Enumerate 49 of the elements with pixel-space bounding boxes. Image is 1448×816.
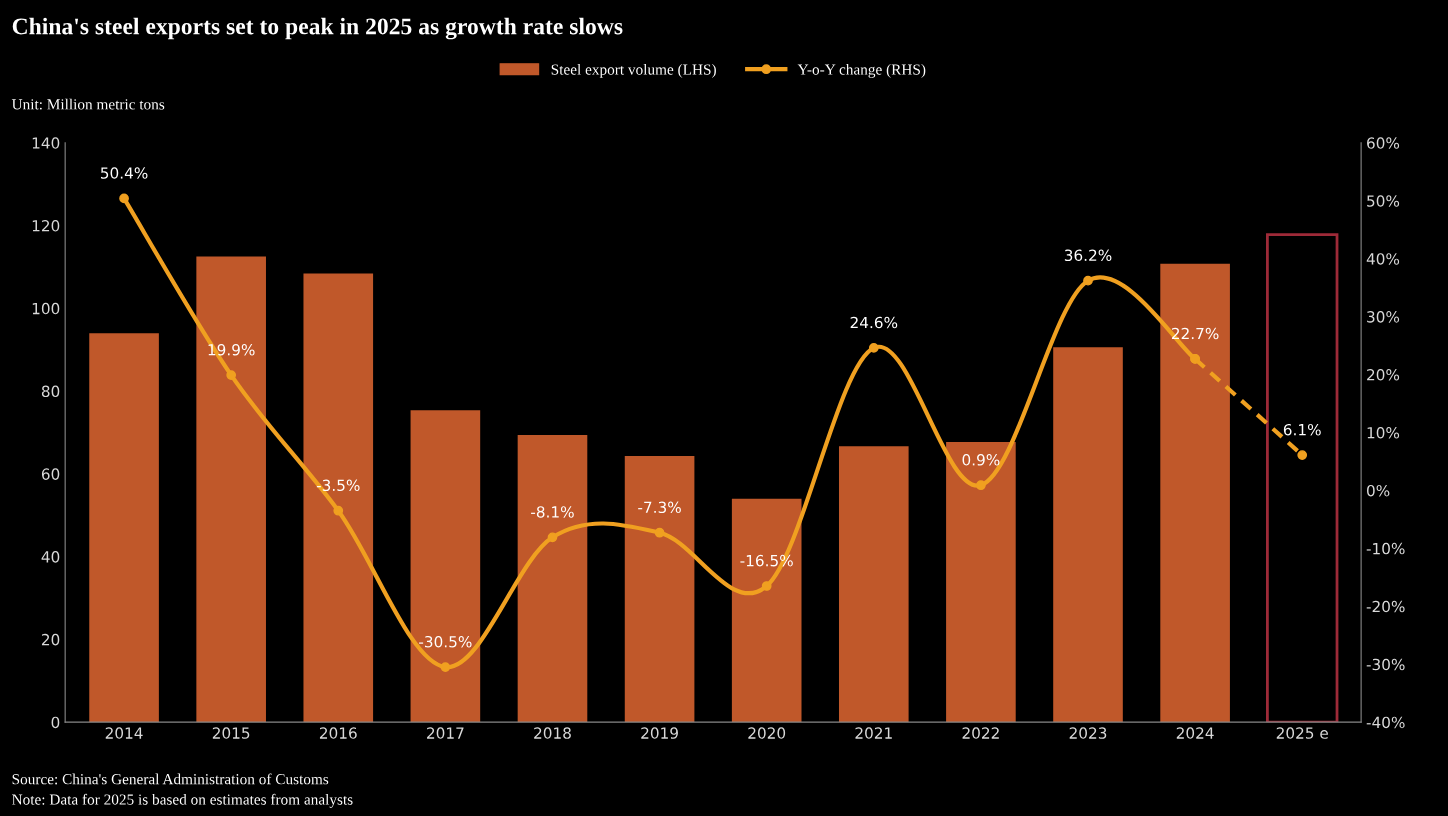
data-label: 19.9% — [208, 343, 255, 356]
y2-tick-label: 20% — [1367, 369, 1400, 381]
y-tick-label: 140 — [32, 137, 60, 149]
legend-label: Steel export volume (LHS) — [551, 63, 716, 78]
y-tick-label: 0 — [51, 716, 60, 729]
y2-tick-label: -10% — [1366, 542, 1405, 555]
y2-tick-label: 50% — [1367, 195, 1400, 207]
text: Unit: Million metric tons — [11, 98, 165, 110]
y-tick-label: 100 — [32, 302, 60, 315]
x-tick-label: 2025 e — [1276, 727, 1328, 739]
y2-tick-label: 40% — [1366, 253, 1400, 265]
data-label: 22.7% — [1171, 327, 1219, 340]
y2-tick-label: 0% — [1366, 484, 1390, 497]
y-tick-label: 120 — [32, 220, 60, 232]
y-tick-label: 80 — [41, 385, 60, 398]
x-tick-label: 2024 — [1176, 727, 1214, 739]
y-tick-label: 60 — [41, 468, 60, 480]
x-tick-label: 2020 — [748, 727, 786, 739]
x-tick-label: 2014 — [105, 727, 143, 739]
data-label: 50.4% — [100, 167, 148, 179]
legend-label: Y-o-Y change (RHS) — [797, 63, 926, 78]
y-tick-label: 20 — [41, 633, 60, 646]
text: Note: Data for 2025 is based on estimates from analysts — [12, 793, 353, 808]
data-label: 36.2% — [1064, 249, 1112, 262]
y2-tick-label: -20% — [1366, 600, 1405, 613]
data-label: -30.5% — [419, 635, 472, 648]
data-label: -7.3% — [638, 501, 681, 514]
x-tick-label: 2017 — [427, 727, 464, 739]
source-note: Source: China's General Administration of Customs — [12, 773, 329, 785]
data-label: 24.6% — [850, 316, 898, 329]
y2-tick-label: 10% — [1367, 426, 1400, 439]
y2-tick-label: 60% — [1367, 137, 1400, 149]
x-tick-label: 2021 — [855, 727, 892, 739]
data-label: -8.1% — [531, 506, 574, 518]
y2-tick-label: 30% — [1367, 311, 1400, 323]
x-tick-label: 2016 — [319, 727, 357, 739]
y2-tick-label: -40% — [1366, 716, 1405, 729]
x-tick-label: 2018 — [534, 727, 571, 739]
data-label: -16.5% — [740, 554, 793, 567]
x-tick-label: 2023 — [1069, 727, 1107, 739]
data-label: 0.9% — [962, 454, 1000, 466]
x-tick-label: 2022 — [962, 727, 999, 739]
data-label: 6.1% — [1283, 423, 1321, 436]
data-label: -3.5% — [316, 479, 360, 492]
y-tick-label: 40 — [41, 551, 60, 563]
y2-tick-label: -30% — [1366, 658, 1405, 671]
chart-title: China's steel exports set to peak in 2025 as growth rate slows — [12, 17, 623, 40]
x-tick-label: 2015 — [212, 727, 250, 739]
x-tick-label: 2019 — [641, 727, 678, 739]
